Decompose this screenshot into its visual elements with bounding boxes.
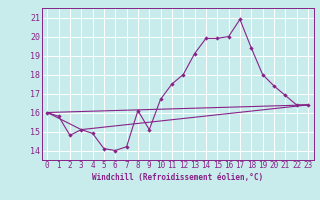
X-axis label: Windchill (Refroidissement éolien,°C): Windchill (Refroidissement éolien,°C) bbox=[92, 173, 263, 182]
